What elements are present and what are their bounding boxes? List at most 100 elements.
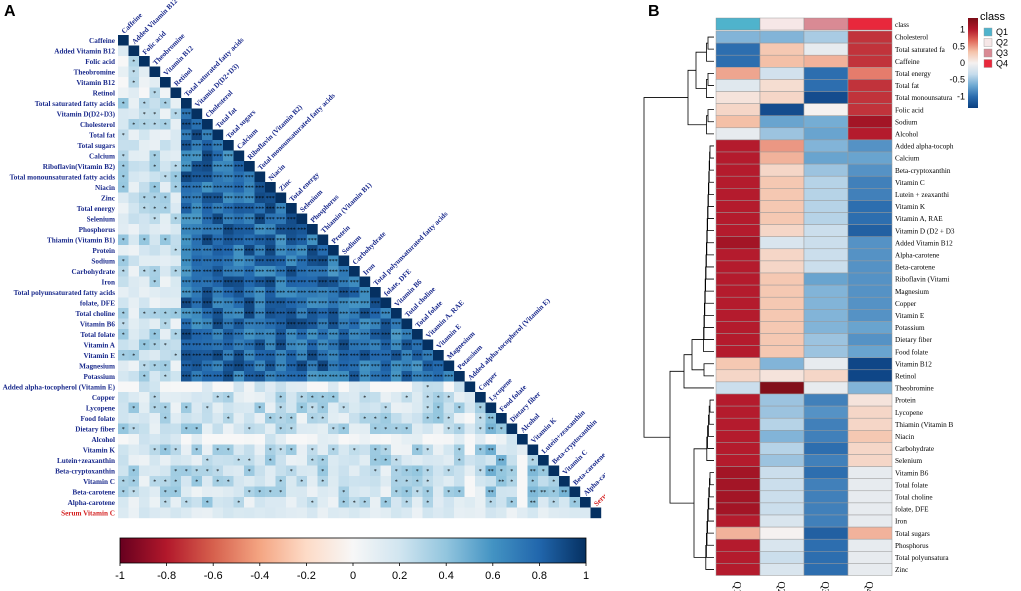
corr-cell [244,465,255,477]
column-label: Q1 [731,582,742,591]
corr-cell [244,182,255,193]
corr-cell [223,476,234,487]
panel-letter-b: B [648,3,660,20]
significance-mark: *** [203,354,212,360]
corr-cell [202,287,213,298]
heatmap-cell [715,139,761,153]
significance-mark: * [290,448,293,454]
class-annotation-cell [759,17,805,31]
corr-cell [118,66,129,78]
corr-cell [380,465,392,477]
heatmap-cell [803,502,849,516]
corr-cell [307,402,318,414]
significance-mark: *** [381,333,390,339]
heatmap-cell [715,248,761,262]
corr-cell [160,434,171,445]
corr-cell [212,192,224,204]
corr-cell [170,161,182,172]
significance-mark: * [195,480,198,486]
corr-cell [244,507,255,519]
significance-mark: *** [329,354,338,360]
corr-cell [160,476,171,487]
corr-cell [118,465,129,477]
corr-cell [307,465,318,477]
significance-mark: *** [360,354,369,360]
colorbar-tick-label: -0.4 [250,570,269,582]
heatmap-cell [715,454,761,467]
corr-cell [296,245,308,256]
corr-cell [160,287,171,298]
corr-cell [317,276,329,288]
significance-mark: * [395,469,398,475]
significance-mark: * [132,81,135,87]
legend-title: class [980,11,1006,23]
corr-cell [569,507,581,519]
heatmap-cell [759,514,805,528]
corr-cell [496,413,507,424]
significance-mark: * [332,427,335,433]
corr-cell [296,255,308,267]
corr-cell [265,182,276,193]
corr-cell [286,213,297,225]
significance-mark: *** [276,249,285,255]
corr-cell [233,465,245,477]
corr-cell [286,381,297,393]
corr-cell [317,329,329,340]
heatmap-cell [715,188,761,201]
corr-cell [170,171,182,183]
significance-mark: * [405,480,408,486]
corr-cell [212,360,224,372]
significance-mark: * [426,406,429,412]
row-label: Total sugars [895,530,930,538]
corr-cell [170,392,182,403]
corr-cell [254,360,266,372]
significance-mark: *** [413,364,422,370]
significance-mark: ** [488,427,494,433]
significance-mark: *** [329,375,338,381]
significance-mark: *** [213,228,222,234]
significance-mark: * [374,427,377,433]
corr-cell [128,350,140,361]
significance-mark: *** [234,322,243,328]
corr-cell [275,455,287,466]
significance-mark: *** [266,375,275,381]
significance-mark: * [153,312,156,318]
heatmap-cell [803,381,849,395]
corr-cell [139,77,150,88]
corr-cell [244,234,255,246]
corr-cell [286,455,297,466]
corr-cell [128,423,140,435]
corr-cell [265,329,276,340]
corr-cell [128,287,140,298]
significance-mark: * [174,469,177,475]
corr-cell [181,402,192,414]
corr-cell [475,434,486,445]
corr-cell [454,476,465,487]
corr-cell [233,287,245,298]
row-label: Added alpha-tocoph [895,143,954,151]
corr-cell [265,465,276,477]
corr-cell [160,465,171,477]
corr-cell [349,497,360,508]
significance-mark: * [164,312,167,318]
corr-cell [464,413,476,424]
significance-mark: *** [203,270,212,276]
significance-mark: * [164,480,167,486]
significance-mark: *** [276,217,285,223]
significance-mark: * [122,238,125,244]
significance-mark: * [426,469,429,475]
corr-cell [412,413,423,424]
row-label: folate, DFE [80,299,115,307]
corr-cell [569,486,581,498]
significance-mark: * [185,427,188,433]
corr-cell [128,402,140,414]
corr-cell [254,318,266,330]
corr-cell [118,276,129,288]
significance-mark: *** [234,228,243,234]
corr-cell [338,434,350,445]
corr-cell [296,276,308,288]
corr-cell [212,350,224,361]
significance-mark: *** [318,291,327,297]
corr-cell [233,318,245,330]
